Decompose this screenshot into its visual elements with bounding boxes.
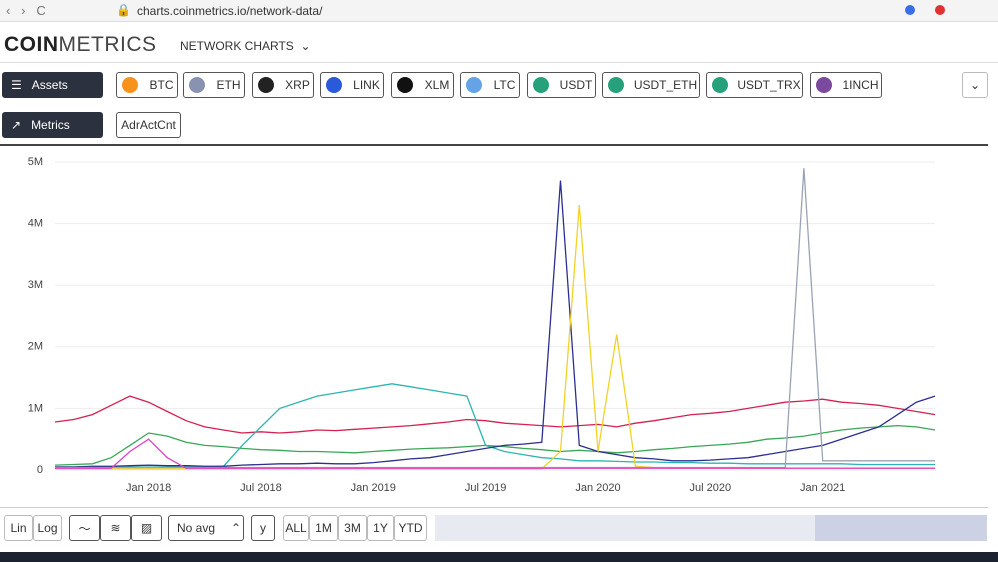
asset-button[interactable]: USDT_TRX [706, 72, 803, 98]
avg-select[interactable]: No avg ⌃ [168, 515, 244, 541]
asset-button[interactable]: XRP [252, 72, 314, 98]
y-tick-label: 1M [28, 402, 43, 414]
control-button[interactable]: Lin [4, 515, 33, 541]
series-line [55, 438, 935, 469]
asset-label: XLM [424, 78, 450, 92]
asset-button[interactable]: ETH [183, 72, 245, 98]
x-tick-label: Jan 2020 [575, 482, 620, 494]
nav-label: NETWORK CHARTS [180, 39, 294, 53]
asset-icon [608, 77, 624, 93]
asset-icon [816, 77, 832, 93]
asset-label: BTC [149, 78, 174, 92]
series-line [55, 180, 936, 468]
asset-label: USDT [559, 78, 593, 92]
divider [0, 507, 988, 508]
x-tick-label: Jul 2020 [690, 482, 732, 494]
series-line [55, 168, 935, 469]
x-tick-label: Jul 2018 [240, 482, 282, 494]
metrics-label: Metrics [31, 118, 70, 132]
range-window[interactable] [815, 515, 987, 541]
asset-button[interactable]: 1INCH [810, 72, 882, 98]
metric-label: AdrActCnt [121, 118, 176, 132]
series-line [55, 383, 935, 469]
ext-icon[interactable] [935, 5, 945, 15]
x-tick-label: Jan 2019 [351, 482, 396, 494]
assets-label: Assets [31, 78, 68, 92]
asset-icon [533, 77, 549, 93]
asset-icon [712, 77, 728, 93]
divider [0, 144, 988, 146]
series-line [55, 205, 935, 470]
divider [0, 62, 998, 63]
chart: 0 1M 2M 3M 4M 5M Jan 2018 Jul 2018 Jan 2019 Jul 2… [28, 156, 936, 494]
metrics-button[interactable]: ↗ Metrics [2, 112, 103, 138]
taskbar [0, 552, 998, 562]
area-mode[interactable]: ≋ [100, 515, 131, 541]
asset-button[interactable]: LTC [460, 72, 520, 98]
asset-label: USDT_ETH [633, 78, 698, 92]
avg-label: No avg [177, 521, 216, 535]
metric-button[interactable]: AdrActCnt [116, 112, 181, 138]
control-button[interactable]: Log [33, 515, 62, 541]
asset-icon [397, 77, 413, 93]
asset-icon [258, 77, 274, 93]
nav-menu[interactable]: NETWORK CHARTS ⌄ [180, 39, 311, 53]
asset-label: ETH [216, 78, 241, 92]
asset-label: USDT_TRX [737, 78, 801, 92]
y-tick-label: 0 [37, 464, 43, 476]
expand-button[interactable]: ⌄ [962, 72, 988, 98]
url[interactable]: charts.coinmetrics.io/network-data/ [137, 4, 323, 18]
axis-button[interactable]: y [251, 515, 275, 541]
logo-light: METRICS [58, 33, 157, 56]
asset-button[interactable]: BTC [116, 72, 178, 98]
line-mode[interactable]: 〜 [69, 515, 100, 541]
y-tick-label: 2M [28, 341, 43, 353]
asset-button[interactable]: LINK [320, 72, 384, 98]
asset-label: LTC [493, 78, 516, 92]
x-tick-label: Jan 2018 [126, 482, 171, 494]
assets-button[interactable]: ☰ Assets [2, 72, 103, 98]
control-button[interactable]: ALL [283, 515, 309, 541]
browser-bar: ‹ › C 🔒 charts.coinmetrics.io/network-da… [0, 0, 998, 22]
control-button[interactable]: 1M [309, 515, 338, 541]
y-tick-label: 5M [28, 156, 43, 168]
asset-button[interactable]: XLM [391, 72, 454, 98]
x-tick-label: Jul 2019 [465, 482, 507, 494]
asset-icon [466, 77, 482, 93]
y-tick-label: 3M [28, 279, 43, 291]
asset-icon [189, 77, 205, 93]
series-line [54, 395, 936, 434]
asset-label: 1INCH [842, 78, 879, 92]
asset-button[interactable]: USDT_ETH [602, 72, 700, 98]
asset-button[interactable]: USDT [527, 72, 596, 98]
control-button[interactable]: 3M [338, 515, 367, 541]
asset-label: XRP [285, 78, 310, 92]
x-tick-label: Jan 2021 [800, 482, 845, 494]
asset-icon [326, 77, 342, 93]
stack-mode[interactable]: ▨ [131, 515, 162, 541]
asset-label: LINK [353, 78, 380, 92]
ext-icon[interactable] [905, 5, 915, 15]
control-button[interactable]: YTD [394, 515, 427, 541]
logo-bold: COIN [4, 33, 59, 56]
asset-icon [122, 77, 138, 93]
logo[interactable]: COINMETRICS [4, 33, 157, 57]
series-line [54, 424, 936, 466]
nav-icons[interactable]: ‹ › C [6, 3, 46, 18]
control-button[interactable]: 1Y [367, 515, 394, 541]
y-tick-label: 4M [28, 218, 43, 230]
